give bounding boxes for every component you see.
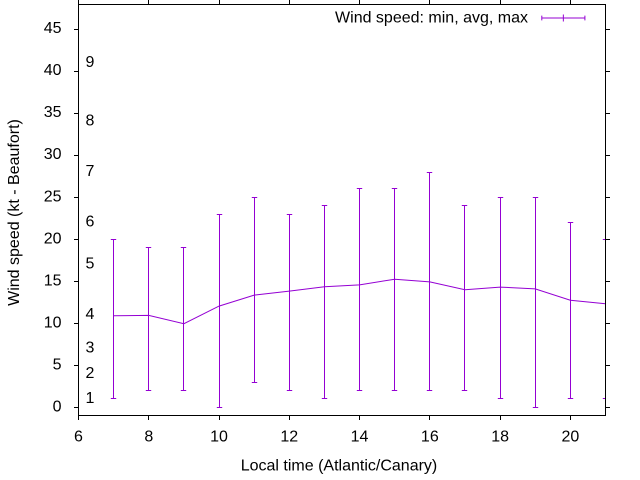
svg-text:25: 25 <box>44 188 62 205</box>
svg-text:35: 35 <box>44 104 62 121</box>
svg-text:3: 3 <box>86 340 95 357</box>
svg-text:45: 45 <box>44 20 62 37</box>
svg-text:14: 14 <box>351 429 369 446</box>
svg-text:6: 6 <box>86 213 95 230</box>
svg-text:Local time (Atlantic/Canary): Local time (Atlantic/Canary) <box>241 457 438 474</box>
svg-text:20: 20 <box>44 230 62 247</box>
svg-text:Wind speed: min, avg, max: Wind speed: min, avg, max <box>335 10 528 27</box>
svg-text:10: 10 <box>44 314 62 331</box>
svg-text:16: 16 <box>421 429 439 446</box>
svg-text:2: 2 <box>86 365 95 382</box>
svg-text:8: 8 <box>86 113 95 130</box>
svg-text:5: 5 <box>86 256 95 273</box>
svg-text:9: 9 <box>86 54 95 71</box>
svg-text:12: 12 <box>280 429 298 446</box>
svg-text:7: 7 <box>86 163 95 180</box>
svg-text:0: 0 <box>53 398 62 415</box>
svg-text:4: 4 <box>86 306 95 323</box>
svg-text:5: 5 <box>53 356 62 373</box>
svg-text:Wind speed (kt - Beaufort): Wind speed (kt - Beaufort) <box>6 119 23 306</box>
svg-text:8: 8 <box>144 429 153 446</box>
svg-text:1: 1 <box>86 390 95 407</box>
svg-text:30: 30 <box>44 146 62 163</box>
svg-text:40: 40 <box>44 62 62 79</box>
svg-text:10: 10 <box>210 429 228 446</box>
svg-text:18: 18 <box>491 429 509 446</box>
svg-text:15: 15 <box>44 272 62 289</box>
svg-text:20: 20 <box>561 429 579 446</box>
svg-text:6: 6 <box>74 429 83 446</box>
